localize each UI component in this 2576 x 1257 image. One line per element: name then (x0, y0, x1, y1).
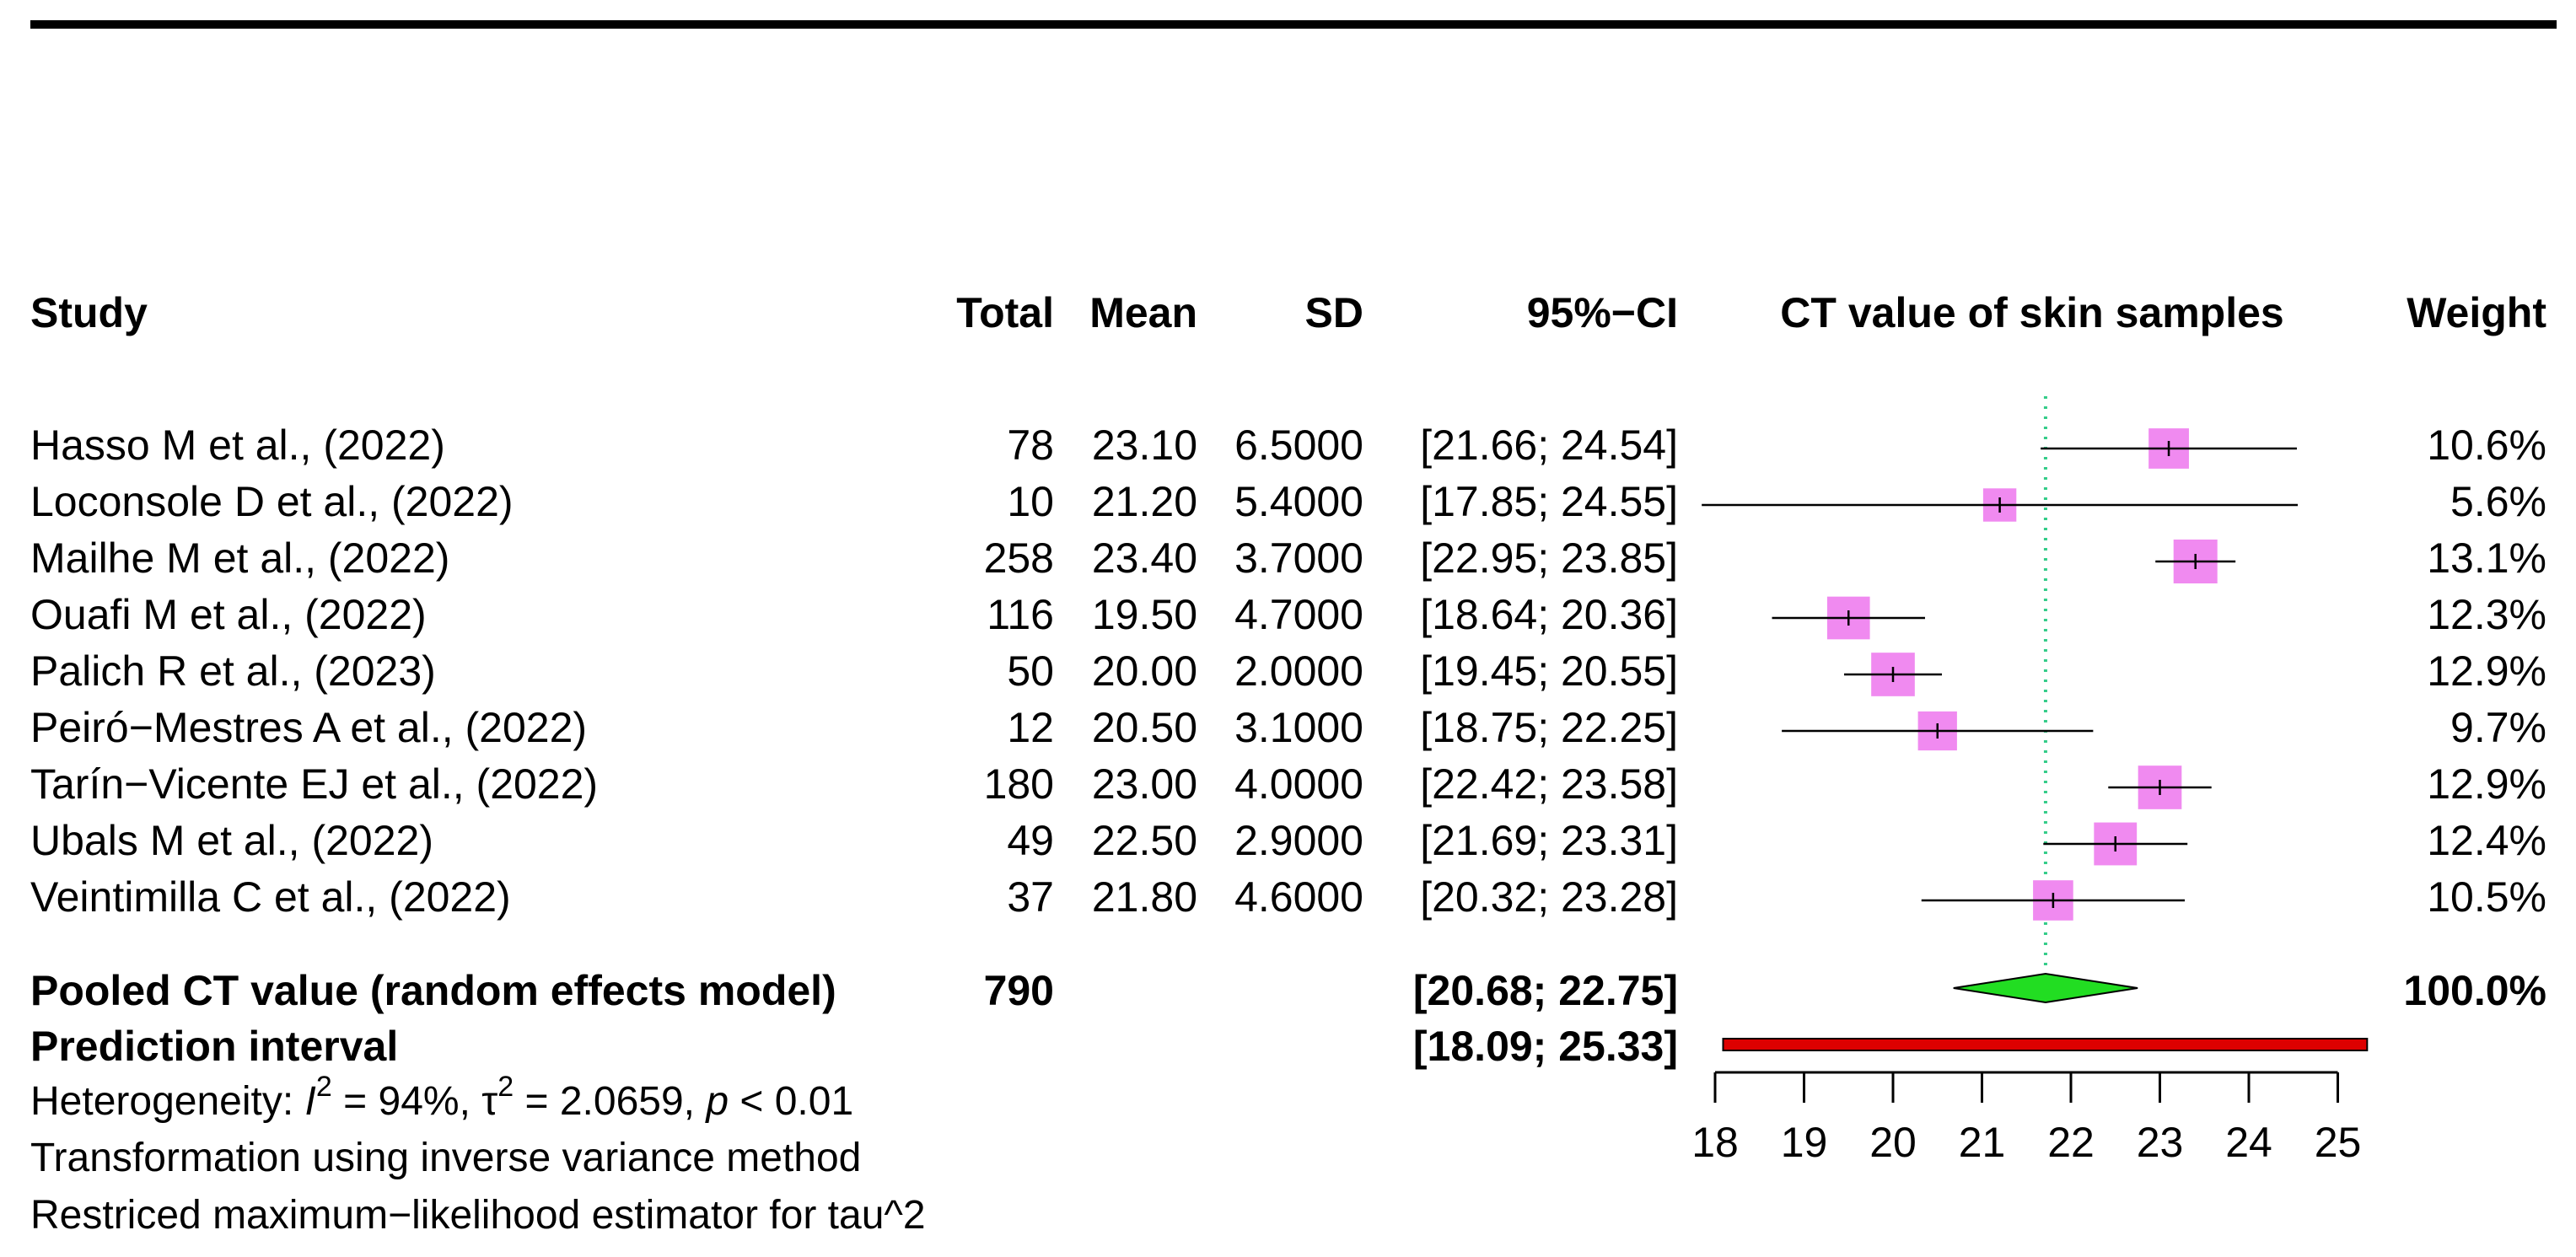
x-tick-label: 25 (2315, 1119, 2362, 1166)
study-mean: 22.50 (1091, 817, 1197, 864)
study-label: Ouafi M et al., (2022) (30, 591, 427, 638)
study-sd: 4.7000 (1234, 591, 1363, 638)
study-total: 50 (1007, 647, 1054, 695)
study-mean: 23.40 (1091, 534, 1197, 582)
study-mean: 23.10 (1091, 422, 1197, 469)
study-weight: 10.5% (2427, 873, 2546, 921)
study-ci: [22.95; 23.85] (1420, 534, 1678, 582)
pooled-weight: 100.0% (2403, 967, 2546, 1014)
x-tick-label: 23 (2137, 1119, 2184, 1166)
study-total: 12 (1007, 704, 1054, 751)
x-tick-label: 20 (1869, 1119, 1917, 1166)
study-sd: 3.7000 (1234, 534, 1363, 582)
study-ci: [17.85; 24.55] (1420, 478, 1678, 525)
header-total: Total (956, 289, 1054, 336)
study-mean: 23.00 (1091, 760, 1197, 808)
study-label: Peiró−Mestres A et al., (2022) (30, 704, 588, 751)
x-tick-label: 19 (1781, 1119, 1828, 1166)
header-plot: CT value of skin samples (1780, 289, 2284, 336)
study-mean: 21.20 (1091, 478, 1197, 525)
study-sd: 2.0000 (1234, 647, 1363, 695)
header-mean: Mean (1089, 289, 1197, 336)
study-weight: 10.6% (2427, 422, 2546, 469)
pooled-diamond (1953, 972, 2138, 1004)
x-tick-label: 24 (2225, 1119, 2272, 1166)
study-weight: 12.9% (2427, 760, 2546, 808)
study-sd: 5.4000 (1234, 478, 1363, 525)
x-tick-label: 18 (1691, 1119, 1739, 1166)
study-ci: [18.75; 22.25] (1420, 704, 1678, 751)
pooled-label: Pooled CT value (random effects model) (30, 967, 836, 1014)
p-value: < 0.01 (729, 1079, 854, 1124)
study-ci: [21.69; 23.31] (1420, 817, 1678, 864)
study-sd: 4.0000 (1234, 760, 1363, 808)
study-weight: 12.4% (2427, 817, 2546, 864)
study-sd: 4.6000 (1234, 873, 1363, 921)
study-total: 180 (983, 760, 1054, 808)
study-label: Veintimilla C et al., (2022) (30, 873, 511, 921)
study-total: 37 (1007, 873, 1054, 921)
study-sd: 2.9000 (1234, 817, 1363, 864)
study-total: 10 (1007, 478, 1054, 525)
estimator-note: Restriced maximum−likelihood estimator f… (30, 1193, 926, 1238)
study-label: Palich R et al., (2023) (30, 647, 436, 695)
study-weight: 12.9% (2427, 647, 2546, 695)
study-label: Ubals M et al., (2022) (30, 817, 433, 864)
tau-symbol: τ (481, 1079, 498, 1124)
study-ci: [18.64; 20.36] (1420, 591, 1678, 638)
study-mean: 20.50 (1091, 704, 1197, 751)
i2-value: = 94%, (331, 1079, 482, 1124)
heterogeneity-prefix: Heterogeneity: (30, 1079, 305, 1124)
header-weight: Weight (2407, 289, 2546, 336)
transformation-note: Transformation using inverse variance me… (30, 1136, 862, 1180)
study-sd: 6.5000 (1234, 422, 1363, 469)
study-ci: [21.66; 24.54] (1420, 422, 1678, 469)
tau-value: = 2.0659, (514, 1079, 707, 1124)
prediction-interval-bar (1722, 1038, 2369, 1051)
study-total: 116 (987, 591, 1054, 638)
study-mean: 20.00 (1091, 647, 1197, 695)
prediction-ci: [18.09; 25.33] (1412, 1023, 1678, 1070)
study-weight: 9.7% (2450, 704, 2546, 751)
study-label: Tarín−Vicente EJ et al., (2022) (30, 760, 599, 808)
x-tick-label: 21 (1959, 1119, 2006, 1166)
study-label: Hasso M et al., (2022) (30, 422, 445, 469)
study-ci: [20.32; 23.28] (1420, 873, 1678, 921)
header-study: Study (30, 289, 148, 336)
study-ci: [22.42; 23.58] (1420, 760, 1678, 808)
pooled-ci: [20.68; 22.75] (1412, 967, 1678, 1014)
top-rule (30, 20, 2557, 29)
study-mean: 21.80 (1091, 873, 1197, 921)
header-sd: SD (1304, 289, 1363, 336)
study-label: Mailhe M et al., (2022) (30, 534, 450, 582)
study-weight: 13.1% (2427, 534, 2546, 582)
header-ci: 95%−CI (1526, 289, 1678, 336)
study-sd: 3.1000 (1234, 704, 1363, 751)
p-symbol: p (706, 1079, 729, 1124)
study-label: Loconsole D et al., (2022) (30, 478, 514, 525)
prediction-label: Prediction interval (30, 1023, 399, 1070)
study-weight: 5.6% (2450, 478, 2546, 525)
study-ci: [19.45; 20.55] (1420, 647, 1678, 695)
study-total: 49 (1007, 817, 1054, 864)
study-total: 258 (983, 534, 1054, 582)
i2-symbol: I (304, 1079, 316, 1124)
i2-superscript: 2 (315, 1071, 332, 1103)
tau-superscript: 2 (497, 1071, 514, 1103)
pooled-total: 790 (983, 967, 1054, 1014)
study-total: 78 (1007, 422, 1054, 469)
heterogeneity-note: Heterogeneity: I2 = 94%, τ2 = 2.0659, p … (30, 1072, 854, 1124)
study-mean: 19.50 (1091, 591, 1197, 638)
x-tick-label: 22 (2047, 1119, 2095, 1166)
study-weight: 12.3% (2427, 591, 2546, 638)
